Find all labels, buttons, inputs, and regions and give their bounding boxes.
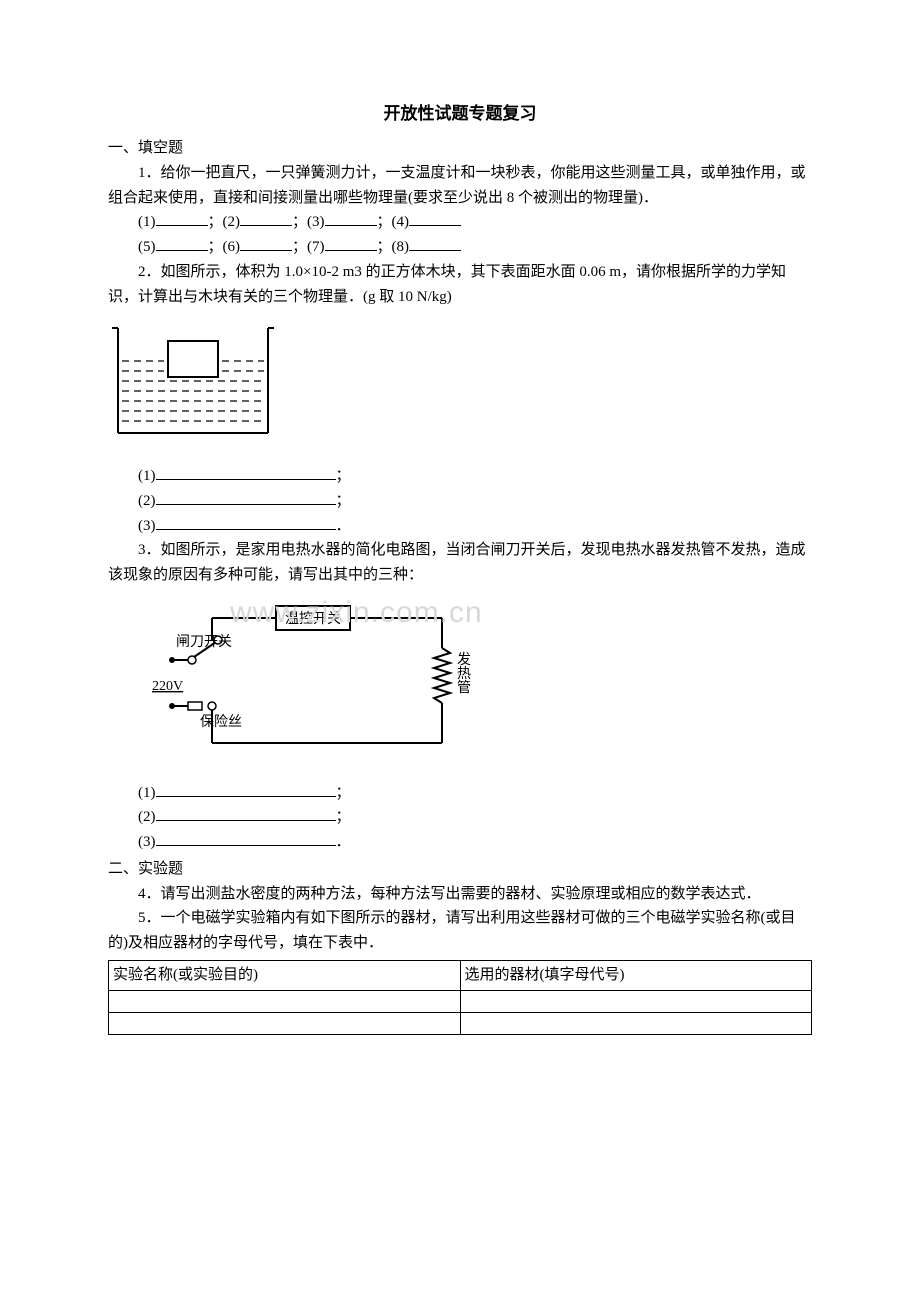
q1-blank-8 bbox=[409, 250, 461, 251]
circuit-fuse-label: 保险丝 bbox=[200, 714, 242, 730]
circuit-switch-box-label: 温控开关 bbox=[285, 611, 341, 627]
q2-a2: (2) ； bbox=[108, 489, 812, 514]
q1-blank-3 bbox=[325, 225, 377, 226]
q3-a1: (1) ； bbox=[108, 781, 812, 806]
q1-blank-4 bbox=[409, 225, 461, 226]
q2-figure-beaker bbox=[108, 323, 812, 450]
q3-a2-punct: ； bbox=[336, 809, 351, 825]
q2-blank-1 bbox=[156, 479, 336, 480]
q2-a3-punct: ． bbox=[336, 518, 351, 534]
q3-figure-circuit: 温控开关 发 热 管 保险丝 220V bbox=[152, 598, 812, 777]
q3-a1-punct: ； bbox=[336, 785, 351, 801]
q3-text: 3．如图所示，是家用电热水器的简化电路图，当闭合闸刀开关后，发现电热水器发热管不… bbox=[108, 538, 812, 588]
table-row bbox=[109, 990, 812, 1012]
q1-b2-label: ；(2) bbox=[208, 214, 241, 230]
table-header-2: 选用的器材(填字母代号) bbox=[460, 960, 812, 990]
q1-blank-2 bbox=[240, 225, 292, 226]
table-cell bbox=[460, 990, 812, 1012]
q2-a2-punct: ； bbox=[336, 493, 351, 509]
q1-blanks-row1: (1) ；(2) ；(3) ；(4) bbox=[108, 210, 812, 235]
q5-table: 实验名称(或实验目的) 选用的器材(填字母代号) bbox=[108, 960, 812, 1035]
q3-blank-3 bbox=[156, 845, 336, 846]
q2-a3: (3) ． bbox=[108, 514, 812, 539]
q3-a1-label: (1) bbox=[138, 785, 156, 801]
q2-a1-label: (1) bbox=[138, 468, 156, 484]
section-1-header: 一、填空题 bbox=[108, 136, 812, 161]
q3-blank-2 bbox=[156, 820, 336, 821]
q2-text: 2．如图所示，体积为 1.0×10-2 m3 的正方体木块，其下表面距水面 0.… bbox=[108, 260, 812, 310]
q1-text: 1．给你一把直尺，一只弹簧测力计，一支温度计和一块秒表，你能用这些测量工具，或单… bbox=[108, 161, 812, 211]
q1-b6-label: ；(6) bbox=[208, 239, 241, 255]
q2-blank-3 bbox=[156, 529, 336, 530]
q3-a3: (3) ． bbox=[108, 830, 812, 855]
q1-b4-label: ；(4) bbox=[377, 214, 410, 230]
q2-a1: (1) ； bbox=[108, 464, 812, 489]
q1-blanks-row2: (5) ；(6) ；(7) ；(8) bbox=[108, 235, 812, 260]
q1-b1-label: (1) bbox=[138, 214, 156, 230]
q1-blank-7 bbox=[325, 250, 377, 251]
q1-b5-label: (5) bbox=[138, 239, 156, 255]
table-cell bbox=[109, 1012, 461, 1034]
q2-a3-label: (3) bbox=[138, 518, 156, 534]
q2-blank-2 bbox=[156, 504, 336, 505]
svg-text:热: 热 bbox=[457, 666, 471, 682]
q3-blank-1 bbox=[156, 796, 336, 797]
q1-blank-6 bbox=[240, 250, 292, 251]
table-header-1: 实验名称(或实验目的) bbox=[109, 960, 461, 990]
q1-blank-5 bbox=[156, 250, 208, 251]
section-2-header: 二、实验题 bbox=[108, 857, 812, 882]
q1-b8-label: ；(8) bbox=[377, 239, 410, 255]
page-title: 开放性试题专题复习 bbox=[108, 100, 812, 128]
circuit-voltage-label: 220V bbox=[152, 679, 183, 694]
svg-text:管: 管 bbox=[457, 680, 471, 696]
q5-text: 5．一个电磁学实验箱内有如下图所示的器材，请写出利用这些器材可做的三个电磁学实验… bbox=[108, 906, 812, 956]
q3-a2: (2) ； bbox=[108, 805, 812, 830]
table-cell bbox=[460, 1012, 812, 1034]
q1-blank-1 bbox=[156, 225, 208, 226]
q3-a2-label: (2) bbox=[138, 809, 156, 825]
q3-a3-punct: ． bbox=[336, 834, 351, 850]
q2-a1-punct: ； bbox=[336, 468, 351, 484]
table-row bbox=[109, 1012, 812, 1034]
table-cell bbox=[109, 990, 461, 1012]
svg-text:发: 发 bbox=[457, 652, 471, 668]
q4-text: 4．请写出测盐水密度的两种方法，每种方法写出需要的器材、实验原理或相应的数学表达… bbox=[108, 882, 812, 907]
q2-a2-label: (2) bbox=[138, 493, 156, 509]
table-header-row: 实验名称(或实验目的) 选用的器材(填字母代号) bbox=[109, 960, 812, 990]
circuit-knife-label: 闸刀开关 bbox=[176, 634, 232, 650]
q3-a3-label: (3) bbox=[138, 834, 156, 850]
q1-b7-label: ；(7) bbox=[292, 239, 325, 255]
q1-b3-label: ；(3) bbox=[292, 214, 325, 230]
